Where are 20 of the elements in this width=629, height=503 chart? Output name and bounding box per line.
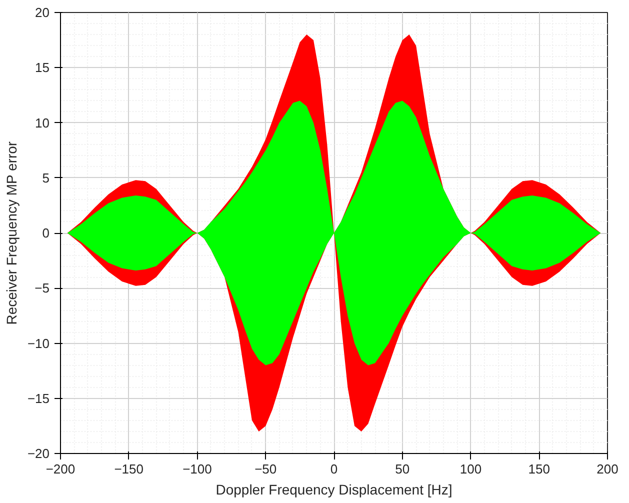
y-tick-label: −10 [27,336,50,351]
x-axis-title: Doppler Frequency Displacement [Hz] [216,482,452,498]
y-tick-label: 5 [42,170,50,186]
y-axis-title: Receiver Frequency MP error [3,141,20,325]
x-tick-label: 50 [395,462,410,476]
y-tick-label: 0 [42,226,50,240]
y-tick-label: −20 [27,446,50,461]
x-tick-label: 0 [330,462,338,476]
y-tick-label: −15 [27,390,50,406]
x-tick-label: −100 [182,462,212,476]
x-tick-label: −50 [254,462,277,476]
y-tick-label: 10 [35,115,50,130]
y-tick-label: 20 [35,5,50,20]
x-tick-label: −200 [46,462,76,476]
x-tick-label: −150 [114,462,144,476]
x-tick-label: 100 [460,462,482,476]
x-tick-label: 200 [596,462,618,476]
x-tick-label: 150 [528,462,550,476]
y-tick-label: 15 [35,60,50,76]
y-tick-label: −5 [34,280,50,296]
